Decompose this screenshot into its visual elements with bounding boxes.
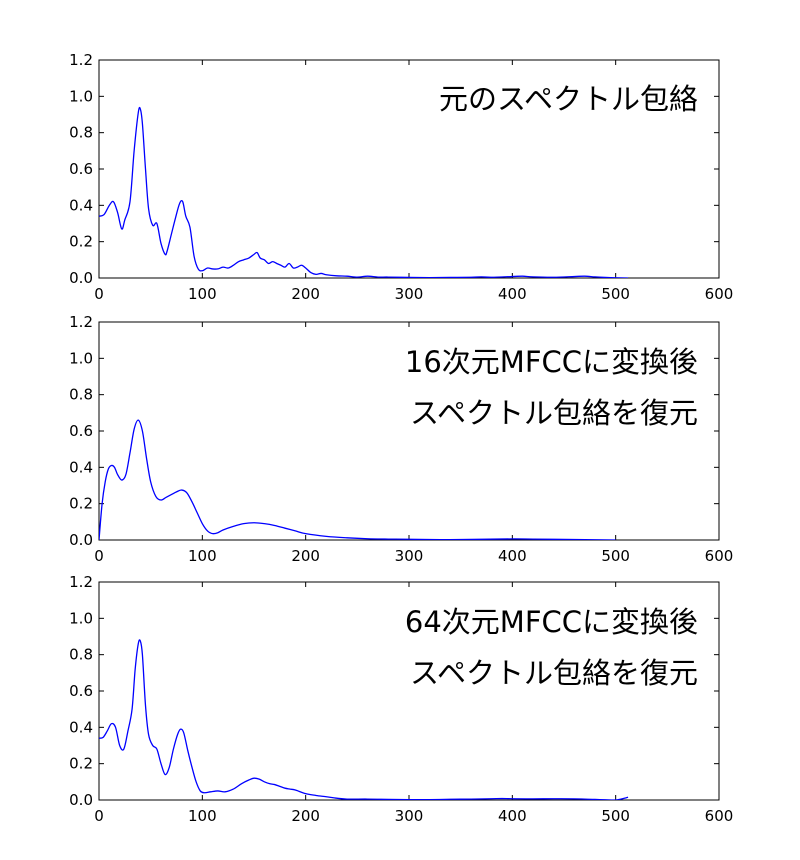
x-tick-label: 0 — [94, 547, 104, 565]
x-tick-label: 100 — [188, 285, 217, 303]
x-tick-label: 300 — [395, 807, 424, 825]
plot-frame — [98, 59, 720, 279]
panel-annotation: 16次元MFCCに変換後 — [405, 345, 698, 379]
x-tick-label: 100 — [188, 547, 217, 565]
x-tick-label: 500 — [601, 547, 630, 565]
x-tick-label: 500 — [601, 807, 630, 825]
x-tick-label: 100 — [188, 807, 217, 825]
x-tick-label: 200 — [291, 807, 320, 825]
chart-panel-2: 0 100 200 300 400 500 600 0.0 0.2 0.4 0.6 0.8 1.0 1.2… — [69, 313, 733, 565]
y-tick-label: 1.0 — [69, 349, 93, 367]
y-tick-label: 0.8 — [69, 646, 93, 664]
panel-annotation: スペクトル包絡を復元 — [410, 396, 698, 430]
x-tick-label: 200 — [291, 547, 320, 565]
y-tick-label: 1.0 — [69, 87, 93, 105]
x-tick-label: 300 — [395, 547, 424, 565]
y-tick-label: 0.0 — [69, 531, 93, 549]
y-tick-label: 0.6 — [69, 422, 93, 440]
y-tick-label: 0.4 — [69, 458, 93, 476]
x-tick-label: 400 — [498, 285, 527, 303]
y-tick-label: 0.6 — [69, 682, 93, 700]
x-tick-label: 200 — [291, 285, 320, 303]
chart-panel-3: 0 100 200 300 400 500 600 0.0 0.2 0.4 0.6 0.8 1.0 1.2… — [69, 573, 733, 825]
y-tick-label: 0.2 — [69, 495, 93, 513]
series-line-1 — [99, 106, 629, 278]
y-tick-label: 0.2 — [69, 755, 93, 773]
y-tick-label: 0.6 — [69, 160, 93, 178]
y-tick-label: 0.8 — [69, 124, 93, 142]
y-tick-label: 1.0 — [69, 609, 93, 627]
x-tick-label: 400 — [498, 547, 527, 565]
y-tick-label: 0.0 — [69, 791, 93, 809]
x-tick-label: 300 — [395, 285, 424, 303]
x-tick-label: 0 — [94, 807, 104, 825]
y-tick-label: 1.2 — [69, 573, 93, 591]
y-tick-label: 0.4 — [69, 196, 93, 214]
x-tick-label: 400 — [498, 807, 527, 825]
x-tick-label: 500 — [601, 285, 630, 303]
series-line-1 — [99, 639, 629, 800]
panel-annotation: 元のスペクトル包絡 — [439, 82, 698, 116]
y-tick-label: 0.0 — [69, 269, 93, 287]
panel-annotation: スペクトル包絡を復元 — [410, 656, 698, 690]
x-tick-label: 0 — [94, 285, 104, 303]
y-tick-label: 0.2 — [69, 233, 93, 251]
plot-frame — [98, 321, 720, 541]
y-tick-label: 0.4 — [69, 718, 93, 736]
y-tick-label: 0.8 — [69, 386, 93, 404]
x-tick-label: 600 — [705, 807, 734, 825]
chart-panel-1: 0 100 200 300 400 500 600 0.0 0.2 0.4 0.6 0.8 1.0 1.2… — [69, 51, 733, 303]
x-tick-label: 600 — [705, 547, 734, 565]
series-line-1 — [99, 419, 616, 540]
panel-annotation: 64次元MFCCに変換後 — [405, 605, 698, 639]
y-tick-label: 1.2 — [69, 313, 93, 331]
x-tick-label: 600 — [705, 285, 734, 303]
y-tick-label: 1.2 — [69, 51, 93, 69]
